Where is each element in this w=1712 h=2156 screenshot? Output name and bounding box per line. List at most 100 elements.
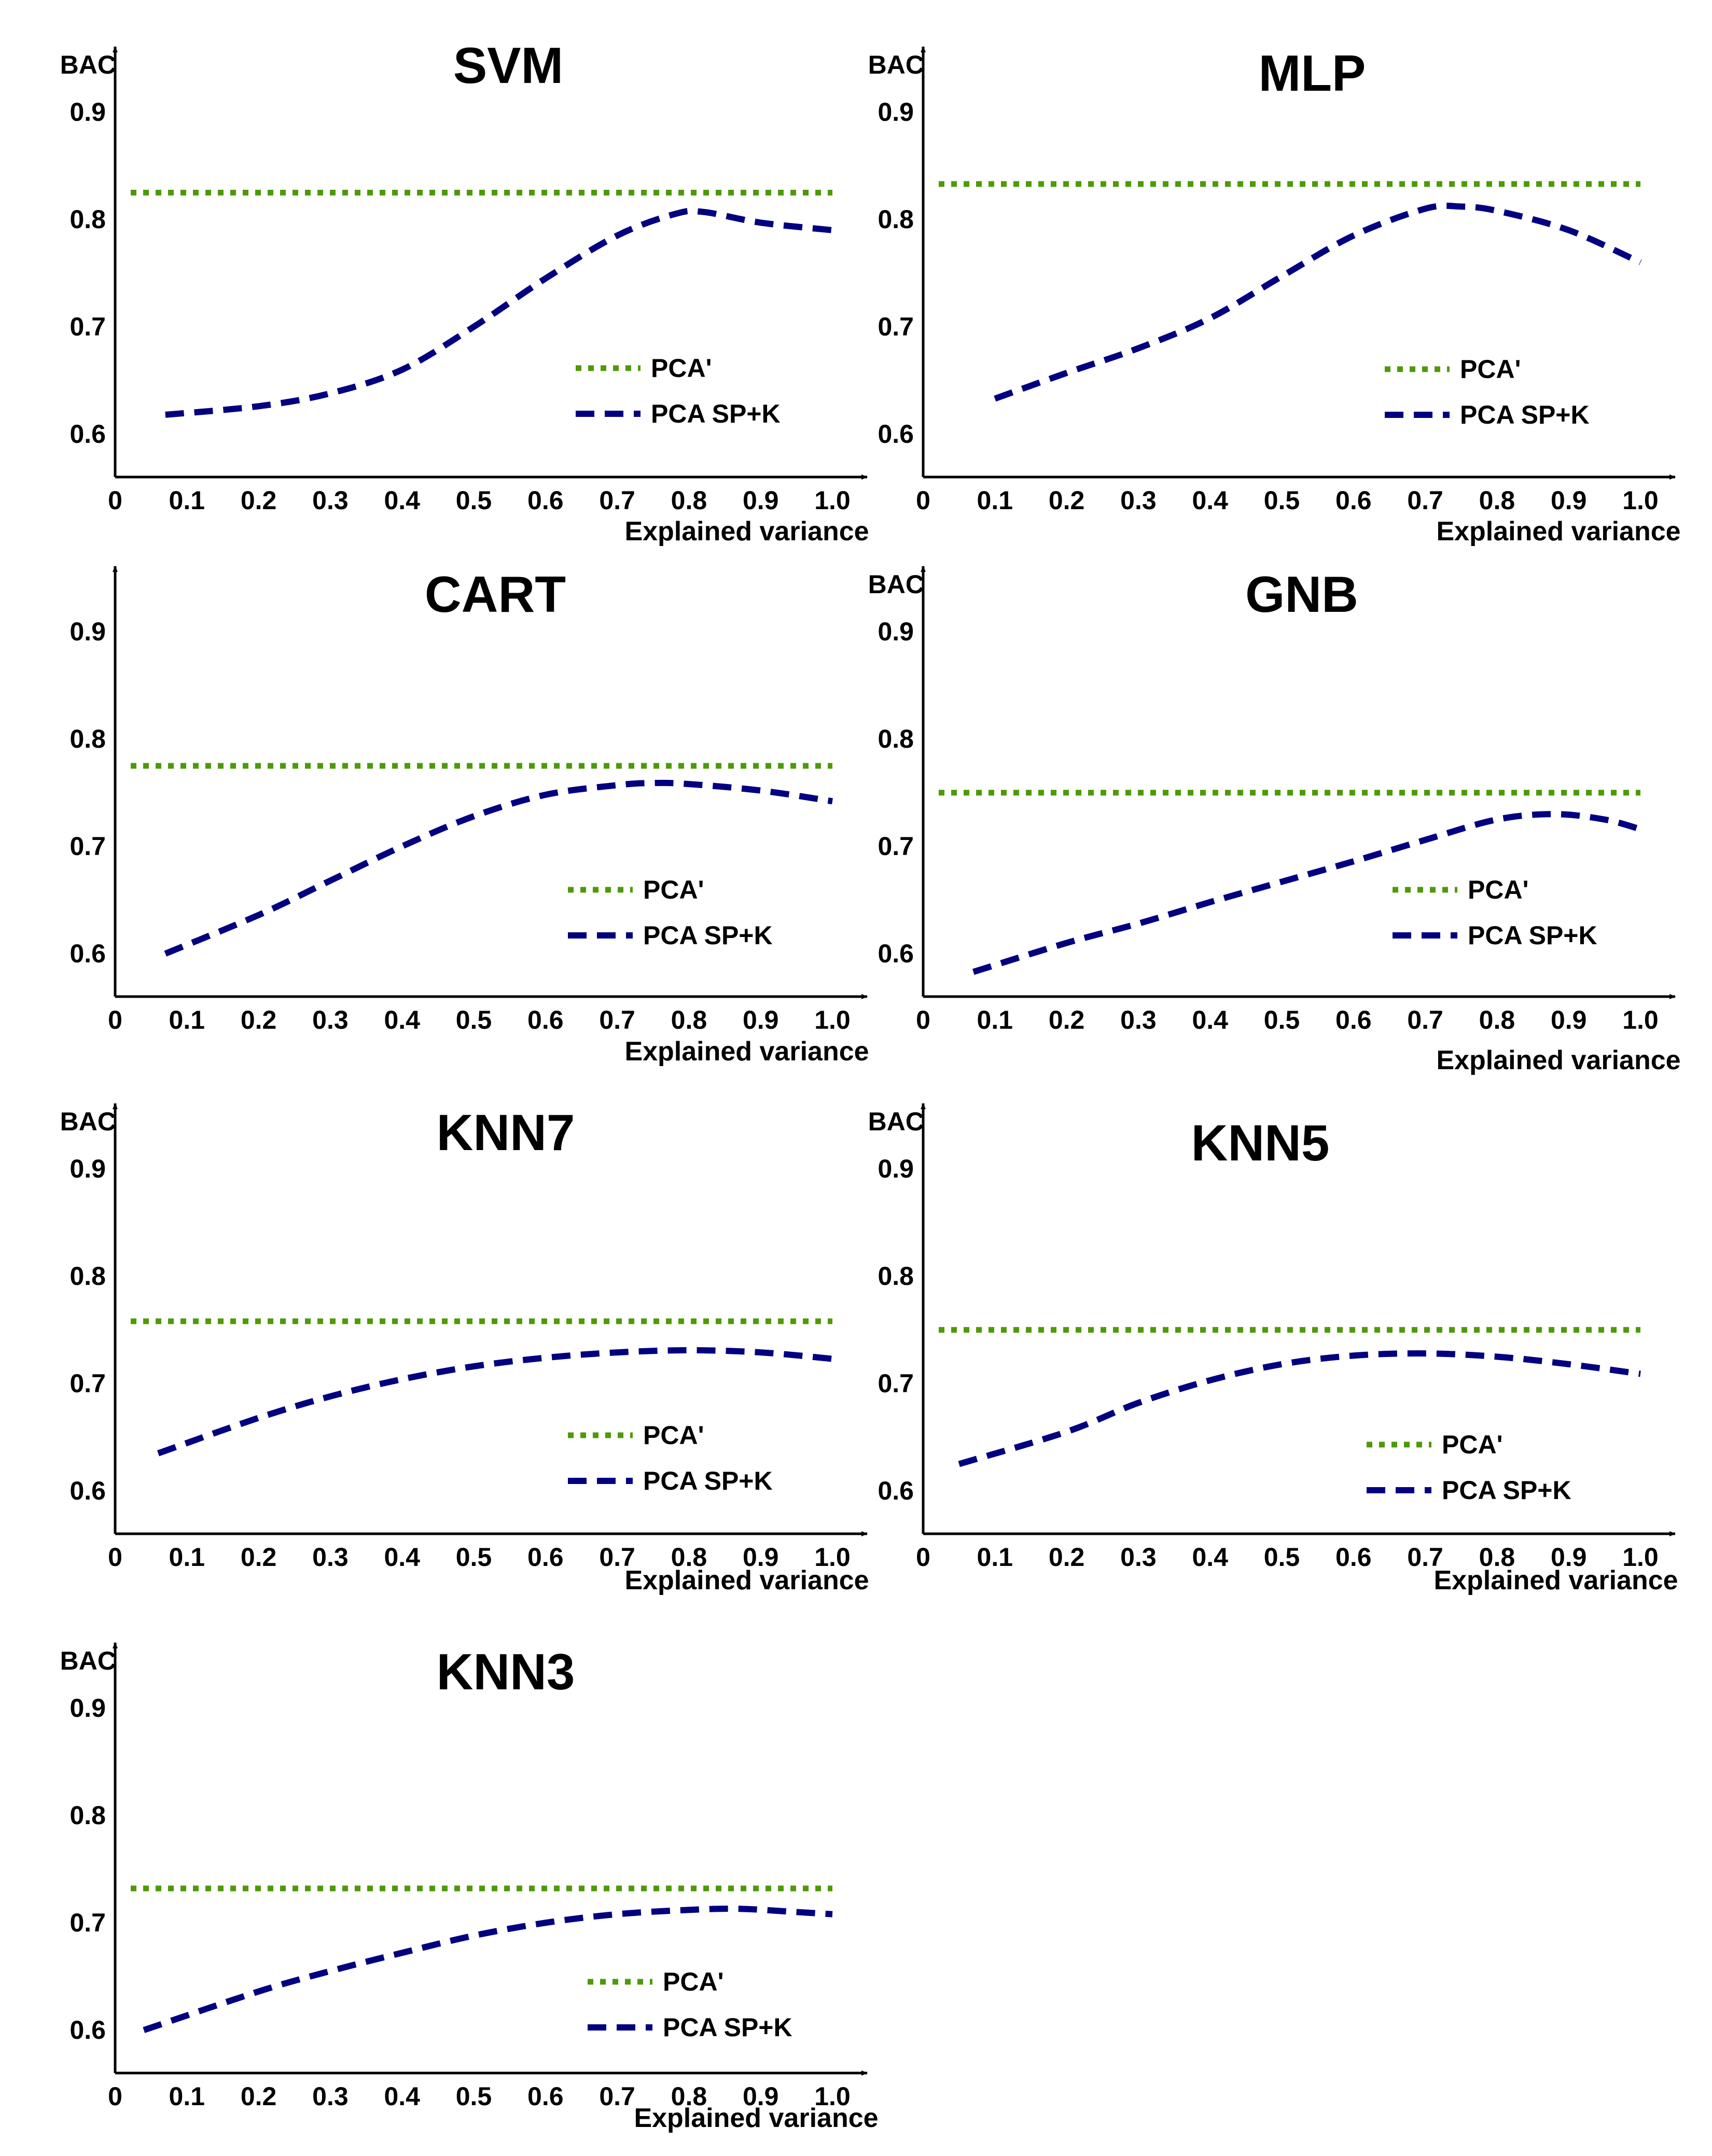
x-tick-label: 0.2: [241, 2082, 277, 2111]
legend-label-pca-sp-k: PCA SP+K: [651, 399, 781, 428]
x-tick-label: 0.8: [671, 2082, 707, 2111]
chart-title: SVM: [453, 37, 563, 94]
panel-knn7: 0 0.1 0.2 0.3 0.4 0.5 0.6 0.7 0.8 0.9 1.0 0.6 0.7 0.8…: [60, 1103, 869, 1595]
x-tick-label: 0.4: [384, 486, 420, 515]
x-tick-label: 0.4: [1192, 1005, 1228, 1034]
x-tick-label: 0.8: [1479, 1543, 1515, 1572]
x-tick-label: 0.8: [1479, 1005, 1515, 1034]
chart-title: CART: [425, 566, 566, 623]
x-tick-label: 0.2: [1049, 1543, 1085, 1572]
panel-gnb: 0 0.1 0.2 0.3 0.4 0.5 0.6 0.7 0.8 0.9 1.0 0.6 0.7 0.8…: [868, 566, 1681, 1075]
x-tick-label: 0.6: [1335, 486, 1372, 515]
y-tick-label: 0.7: [69, 832, 106, 861]
x-tick-label: 1.0: [1622, 1005, 1659, 1034]
series-line-pca-sp-k: [143, 1906, 833, 2033]
x-axis-label: Explained variance: [634, 2103, 878, 2133]
x-tick-label: 0.1: [977, 1543, 1013, 1572]
y-axis-label: BAC: [868, 50, 924, 79]
legend-label-pca: PCA': [663, 1967, 723, 1996]
x-tick-label: 0.1: [977, 486, 1013, 515]
x-tick-label: 0.7: [599, 1543, 635, 1572]
x-axis-label: Explained variance: [1436, 1045, 1680, 1075]
legend: PCA' PCA SP+K: [1385, 355, 1590, 429]
x-tick-label: 0.5: [456, 1005, 492, 1034]
series-line-pca-sp-k: [994, 202, 1642, 402]
x-tick-label: 0.4: [1192, 486, 1228, 515]
x-tick-label: 0.9: [743, 2082, 779, 2111]
x-tick-label: 0.5: [1264, 1005, 1300, 1034]
y-tick-label: 0.6: [69, 1476, 106, 1505]
x-tick-label: 0.1: [169, 1005, 205, 1034]
legend: PCA' PCA SP+K: [568, 1421, 773, 1495]
y-tick-label: 0.7: [878, 1369, 914, 1398]
panel-knn3: 0 0.1 0.2 0.3 0.4 0.5 0.6 0.7 0.8 0.9 1.0 0.6 0.7 0.8…: [60, 1642, 879, 2133]
y-tick-label: 0.8: [69, 724, 106, 753]
x-tick-label: 0.4: [384, 1005, 420, 1034]
x-tick-label: 0.9: [743, 1543, 779, 1572]
x-tick-label: 0.1: [169, 486, 205, 515]
panel-svm: 0 0.1 0.2 0.3 0.4 0.5 0.6 0.7 0.8 0.9 1.0 0.6 0.7 0.8…: [60, 37, 869, 547]
y-tick-label: 0.9: [878, 97, 914, 127]
y-tick-label: 0.8: [878, 724, 914, 753]
y-tick-label: 0.7: [69, 1908, 106, 1937]
legend-label-pca-sp-k: PCA SP+K: [643, 921, 773, 950]
y-tick-label: 0.8: [878, 1262, 914, 1291]
x-tick-label: 0.3: [312, 486, 349, 515]
x-tick-label: 0.6: [1335, 1005, 1372, 1034]
y-tick-label: 0.6: [878, 939, 914, 968]
panel-mlp: 0 0.1 0.2 0.3 0.4 0.5 0.6 0.7 0.8 0.9 1.0 0.6 0.7 0.8…: [868, 45, 1681, 547]
x-tick-label: 0.2: [241, 1543, 277, 1572]
x-tick-label: 0.5: [456, 1543, 492, 1572]
panel-knn5: 0 0.1 0.2 0.3 0.4 0.5 0.6 0.7 0.8 0.9 1.0 0.6 0.7 0.8…: [868, 1103, 1678, 1595]
legend-label-pca: PCA': [1460, 355, 1521, 384]
x-tick-label: 0.2: [1049, 1005, 1085, 1034]
legend-label-pca: PCA': [643, 875, 704, 904]
y-tick-label: 0.9: [69, 1693, 106, 1723]
series-line-pca-sp-k: [972, 811, 1641, 975]
x-tick-label: 0.4: [384, 1543, 420, 1572]
legend-label-pca: PCA': [1468, 875, 1528, 904]
x-tick-label: 0.5: [456, 2082, 492, 2111]
legend-label-pca-sp-k: PCA SP+K: [1460, 400, 1590, 429]
y-tick-label: 0.9: [69, 1154, 106, 1183]
x-tick-label: 0.7: [1407, 486, 1443, 515]
x-tick-label: 0: [916, 486, 930, 515]
legend-label-pca-sp-k: PCA SP+K: [663, 2013, 792, 2042]
x-tick-label: 0.9: [1551, 1005, 1587, 1034]
y-tick-label: 0.7: [69, 312, 106, 341]
chart-title: MLP: [1259, 45, 1366, 102]
x-tick-label: 0.3: [1120, 486, 1157, 515]
x-tick-label: 0.6: [1335, 1543, 1372, 1572]
series-line-pca-sp-k: [958, 1350, 1641, 1467]
x-tick-label: 0.9: [743, 486, 779, 515]
y-tick-label: 0.6: [878, 419, 914, 449]
x-tick-label: 0.8: [671, 1005, 707, 1034]
series-line-pca-sp-k: [165, 207, 833, 418]
x-tick-label: 0.5: [456, 486, 492, 515]
x-tick-label: 0.3: [1120, 1543, 1157, 1572]
x-tick-label: 0.9: [743, 1005, 779, 1034]
y-tick-label: 0.9: [69, 617, 106, 646]
y-axis-label: BAC: [60, 50, 116, 79]
x-tick-label: 0.2: [1049, 486, 1085, 515]
x-tick-label: 0.6: [527, 2082, 564, 2111]
x-tick-label: 1.0: [814, 1543, 851, 1572]
y-axis-label: BAC: [60, 1107, 116, 1136]
legend: PCA' PCA SP+K: [568, 875, 773, 950]
x-tick-label: 0.7: [1407, 1543, 1443, 1572]
y-tick-label: 0.8: [69, 1262, 106, 1291]
legend-label-pca: PCA': [1442, 1430, 1502, 1459]
x-tick-label: 0.3: [312, 1005, 349, 1034]
y-tick-label: 0.9: [878, 617, 914, 646]
x-tick-label: 0.6: [527, 1543, 564, 1572]
legend-label-pca-sp-k: PCA SP+K: [1442, 1476, 1571, 1505]
x-tick-label: 0.1: [169, 2082, 205, 2111]
series-line-pca-sp-k: [157, 1347, 833, 1457]
x-tick-label: 1.0: [1622, 486, 1659, 515]
x-axis-label: Explained variance: [1436, 516, 1680, 547]
chart-title: KNN7: [437, 1104, 575, 1161]
x-tick-label: 0: [108, 2082, 122, 2111]
y-tick-label: 0.8: [69, 205, 106, 234]
y-axis-label: BAC: [868, 1107, 924, 1136]
y-tick-label: 0.9: [878, 1154, 914, 1183]
